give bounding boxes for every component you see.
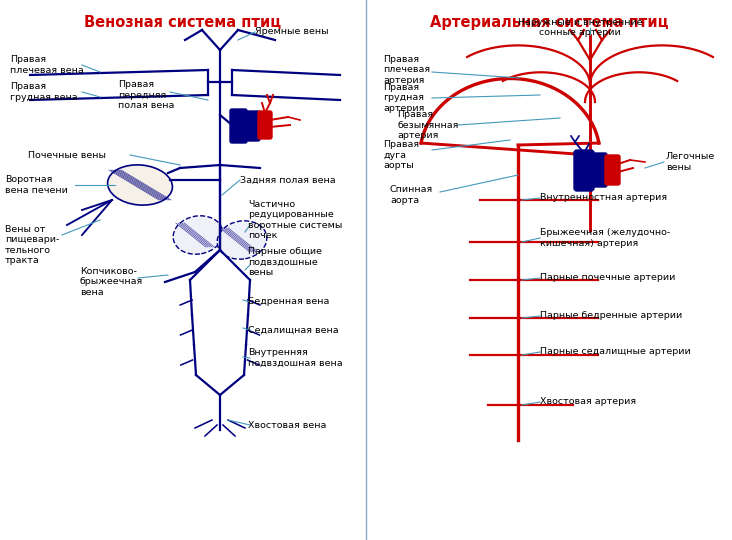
Text: Частично
редуцированные
воротные системы
почек: Частично редуцированные воротные системы… xyxy=(248,200,343,240)
FancyBboxPatch shape xyxy=(258,111,272,139)
Text: Бедренная вена: Бедренная вена xyxy=(248,298,329,307)
Text: Венозная система птиц: Венозная система птиц xyxy=(84,15,282,30)
Text: Внутренняя
подвздошная вена: Внутренняя подвздошная вена xyxy=(248,348,343,368)
Text: Вены от
пищевари-
тельного
тракта: Вены от пищевари- тельного тракта xyxy=(5,225,59,265)
Text: Наружные и внутренние
сонные артерии: Наружные и внутренние сонные артерии xyxy=(518,18,642,37)
Text: Легочные
вены: Легочные вены xyxy=(666,152,715,172)
Text: Внутренностная артерия: Внутренностная артерия xyxy=(540,193,667,202)
Text: Парные общие
подвздошные
вены: Парные общие подвздошные вены xyxy=(248,247,322,277)
Text: Спинная
аорта: Спинная аорта xyxy=(390,185,433,205)
Text: Хвостовая вена: Хвостовая вена xyxy=(248,421,326,429)
Text: Парные седалищные артерии: Парные седалищные артерии xyxy=(540,348,691,356)
FancyBboxPatch shape xyxy=(591,153,607,187)
Ellipse shape xyxy=(173,216,223,254)
FancyBboxPatch shape xyxy=(245,111,260,141)
Text: Правая
дуга
аорты: Правая дуга аорты xyxy=(383,140,419,170)
Text: Воротная
вена печени: Воротная вена печени xyxy=(5,176,68,195)
Text: Брыжеечная (желудочно-
кишечная) артерия: Брыжеечная (желудочно- кишечная) артерия xyxy=(540,228,671,248)
FancyBboxPatch shape xyxy=(230,109,247,143)
Ellipse shape xyxy=(108,165,173,205)
FancyBboxPatch shape xyxy=(574,150,594,191)
Text: Правая
безымянная
артерия: Правая безымянная артерия xyxy=(397,110,458,140)
Text: Яремные вены: Яремные вены xyxy=(255,28,329,37)
Text: Парные бедренные артерии: Парные бедренные артерии xyxy=(540,312,682,321)
Text: Правая
плечевая вена: Правая плечевая вена xyxy=(10,55,83,75)
Text: Правая
плечевая
артерия: Правая плечевая артерия xyxy=(383,55,430,85)
Text: Правая
передняя
полая вена: Правая передняя полая вена xyxy=(118,80,174,110)
Text: Копчиково-
брыжеечная
вена: Копчиково- брыжеечная вена xyxy=(80,267,143,297)
Text: Почечные вены: Почечные вены xyxy=(28,151,106,159)
Ellipse shape xyxy=(217,221,267,259)
Text: Правая
грудная вена: Правая грудная вена xyxy=(10,82,78,102)
Text: Хвостовая артерия: Хвостовая артерия xyxy=(540,397,636,407)
Text: Правая
грудная
артерия: Правая грудная артерия xyxy=(383,83,425,113)
Text: Артериальная система птиц: Артериальная система птиц xyxy=(430,15,668,30)
Text: Задняя полая вена: Задняя полая вена xyxy=(240,176,336,185)
FancyBboxPatch shape xyxy=(605,155,620,185)
Text: Седалищная вена: Седалищная вена xyxy=(248,326,339,334)
Text: Парные почечные артерии: Парные почечные артерии xyxy=(540,273,676,282)
